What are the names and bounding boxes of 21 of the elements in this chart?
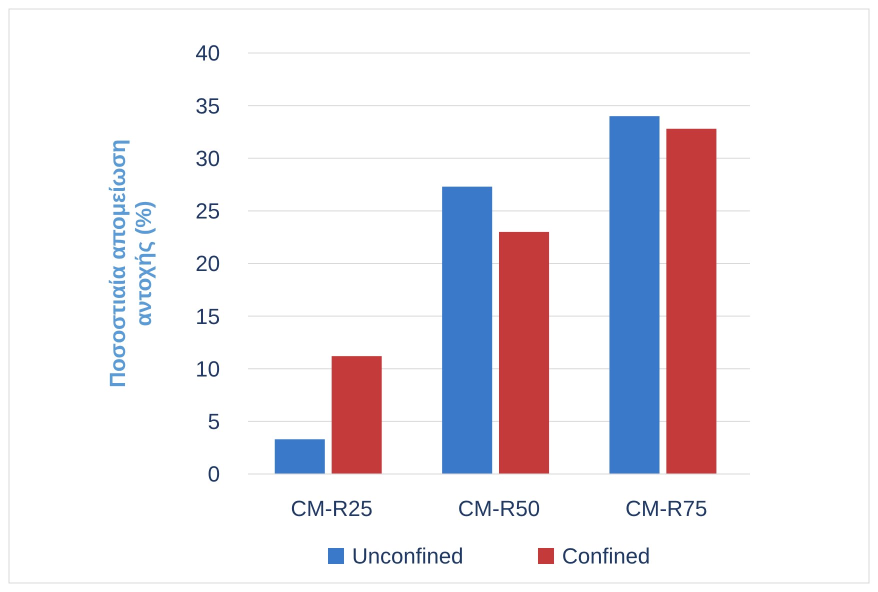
y-tick-label: 40 xyxy=(196,40,220,66)
x-tick-label: CM-R25 xyxy=(290,496,373,521)
bar xyxy=(609,116,660,474)
y-tick-label: 30 xyxy=(196,146,220,171)
y-tick-label: 20 xyxy=(196,251,220,276)
legend-label: Confined xyxy=(562,544,650,569)
bar xyxy=(666,128,716,474)
x-tick-label: CM-R50 xyxy=(458,496,540,521)
y-axis-title: Ποσοστιαία απομείωση αντοχής (%) xyxy=(104,139,156,388)
bar xyxy=(442,186,492,474)
y-tick-label: 10 xyxy=(196,356,220,382)
y-tick-label: 0 xyxy=(208,462,220,487)
y-tick-label: 15 xyxy=(196,304,220,329)
y-tick-label: 35 xyxy=(196,93,220,118)
y-tick-label: 25 xyxy=(196,198,220,224)
x-tick-label: CM-R75 xyxy=(625,496,708,521)
bar xyxy=(332,356,382,474)
bar xyxy=(274,439,325,474)
bar xyxy=(499,232,550,474)
y-tick-label: 5 xyxy=(208,409,220,434)
legend-label: Unconfined xyxy=(352,544,464,569)
